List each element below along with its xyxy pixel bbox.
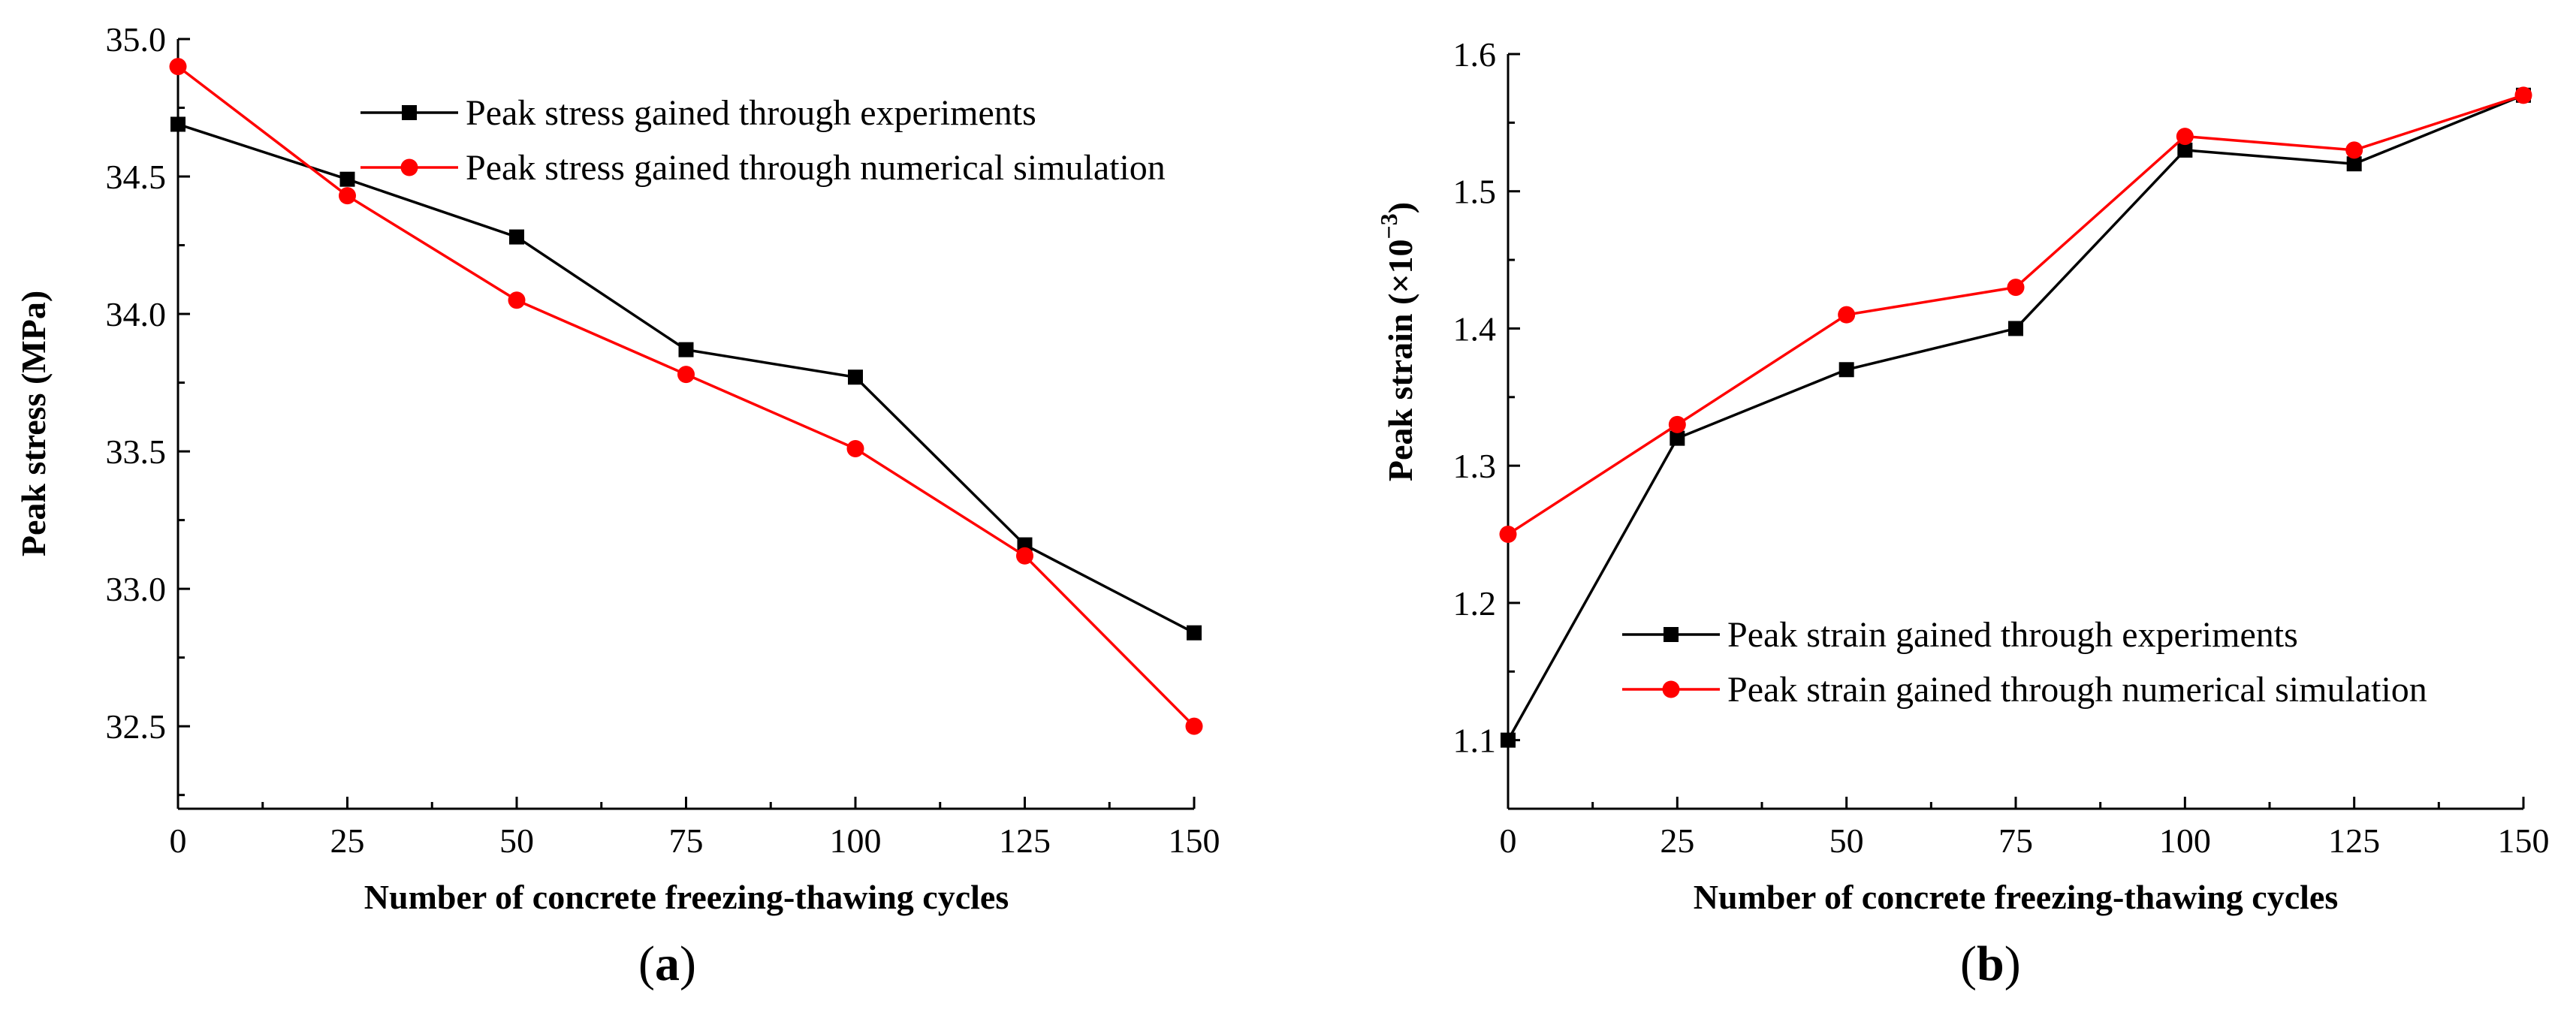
data-point [2007, 279, 2025, 297]
x-tick-label: 0 [1500, 822, 1517, 860]
data-point [2346, 156, 2362, 172]
x-tick-label: 125 [2328, 822, 2380, 860]
data-point [1670, 430, 1685, 446]
data-point [509, 229, 524, 245]
y-axis-title-main: Peak strain (×10 [1381, 239, 1419, 481]
x-tick-label: 0 [170, 822, 187, 860]
y-axis-title: Peak strain (×10−3) [1375, 202, 1419, 481]
legend-marker [1664, 627, 1679, 642]
panel-label: (a) [638, 936, 696, 991]
chart-panel-b: 0 25 50 75 100 125 150 1.1 1.2 1.3 1.4 1.5 1.6 Peak s… [1375, 35, 2550, 991]
legend-marker [1662, 680, 1680, 698]
x-tick-label: 75 [669, 822, 704, 860]
data-point [1185, 717, 1203, 735]
x-axis-title: Number of concrete freezing-thawing cycl… [364, 878, 1009, 916]
data-point [2514, 86, 2532, 104]
legend-entry: Peak strain gained through experiments [1727, 615, 2298, 655]
legend-marker [402, 105, 417, 120]
data-point [169, 58, 187, 76]
y-tick-label: 1.4 [1453, 309, 1497, 348]
data-point [1016, 547, 1033, 565]
x-tick-label: 100 [830, 822, 882, 860]
data-point [2176, 128, 2194, 146]
y-tick-label: 33.0 [106, 570, 167, 608]
y-axis-title: Peak stress (MPa) [14, 291, 53, 556]
y-tick-label: 1.2 [1453, 584, 1497, 623]
data-point [1501, 732, 1516, 748]
y-tick-label: 34.5 [106, 158, 167, 196]
data-point [1499, 526, 1517, 544]
data-point [848, 369, 863, 385]
panel-label-open: ( [1960, 936, 1977, 991]
y-tick-label: 1.1 [1453, 722, 1497, 760]
data-point [1668, 415, 1686, 433]
legend-entry: Peak stress gained through experiments [466, 93, 1036, 133]
data-point [339, 171, 355, 187]
data-point [1838, 306, 1856, 324]
data-point [1187, 625, 1202, 641]
x-tick-label: 25 [330, 822, 365, 860]
panel-label: (b) [1960, 936, 2021, 991]
x-tick-label: 50 [1829, 822, 1864, 860]
x-tick-label: 150 [1169, 822, 1220, 860]
y-axis-title-suffix: ) [1381, 202, 1419, 213]
x-tick-label: 75 [1998, 822, 2033, 860]
data-point [846, 439, 864, 457]
panel-label-close: ) [680, 936, 696, 991]
panel-label-letter: b [1977, 936, 2004, 991]
data-point [2177, 142, 2193, 158]
chart-panel-a: 0 25 50 75 100 125 150 32.5 33.0 33.5 34.0 34.5 35.0… [14, 20, 1220, 991]
y-tick-label: 1.5 [1453, 173, 1497, 211]
x-tick-label: 100 [2159, 822, 2211, 860]
legend-entry: Peak stress gained through numerical sim… [466, 148, 1166, 188]
y-tick-label: 1.6 [1453, 35, 1497, 74]
data-point [2008, 321, 2023, 336]
x-axis-title: Number of concrete freezing-thawing cycl… [1694, 878, 2338, 916]
legend-marker [400, 158, 418, 176]
data-point [677, 366, 695, 384]
data-point [170, 116, 186, 132]
x-tick-label: 25 [1660, 822, 1694, 860]
x-tick-label: 150 [2498, 822, 2550, 860]
legend-entry: Peak strain gained through numerical sim… [1727, 670, 2427, 710]
y-tick-label: 32.5 [106, 707, 167, 746]
y-tick-label: 33.5 [106, 433, 167, 471]
data-point [2345, 141, 2363, 159]
panel-label-letter: a [655, 936, 680, 991]
y-tick-label: 1.3 [1453, 447, 1497, 485]
y-axis-title-main: Peak stress (MPa) [14, 291, 53, 556]
data-point [678, 342, 694, 357]
y-axis-title-superscript: −3 [1375, 213, 1402, 239]
data-point [339, 187, 356, 205]
panel-label-open: ( [638, 936, 655, 991]
panel-label-close: ) [2004, 936, 2021, 991]
data-point [508, 291, 526, 309]
y-tick-label: 34.0 [106, 295, 167, 333]
y-tick-label: 35.0 [106, 20, 167, 59]
x-tick-label: 125 [999, 822, 1051, 860]
x-tick-label: 50 [499, 822, 534, 860]
data-point [1838, 362, 1854, 378]
